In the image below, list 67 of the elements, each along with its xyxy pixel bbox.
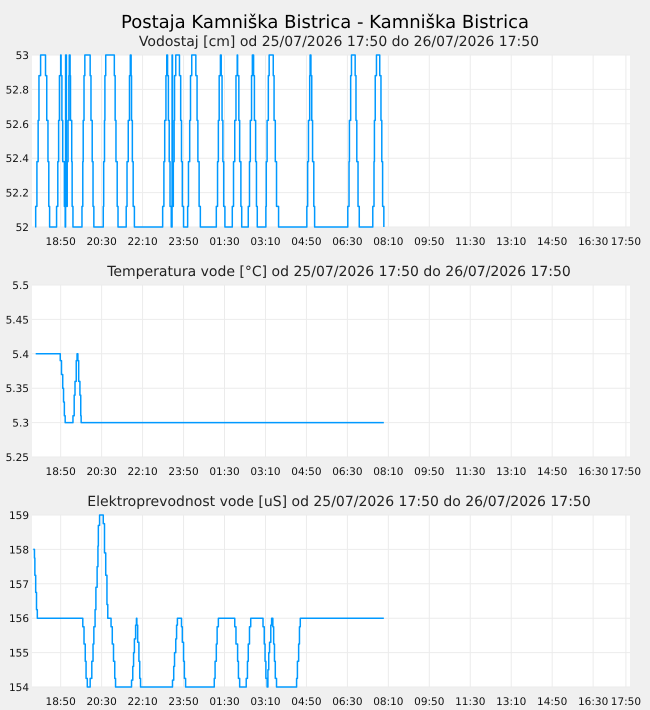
x-tick-label: 11:30 bbox=[455, 696, 486, 708]
x-tick-label: 06:30 bbox=[332, 466, 363, 478]
chart-title: Postaja Kamniška Bistrica - Kamniška Bistrica bbox=[120, 12, 530, 33]
y-tick-label: 156 bbox=[8, 613, 30, 626]
x-tick-label: 08:10 bbox=[373, 466, 404, 478]
x-tick-label: 22:10 bbox=[127, 236, 158, 248]
x-tick-label: 20:30 bbox=[86, 236, 117, 248]
x-tick-label: 06:30 bbox=[332, 696, 363, 708]
x-tick-label: 17:50 bbox=[610, 696, 642, 708]
x-tick-label: 01:30 bbox=[209, 236, 240, 248]
x-tick-label: 16:30 bbox=[578, 236, 608, 248]
x-tick-label: 11:30 bbox=[455, 236, 486, 248]
y-tick-label: 5.25 bbox=[6, 452, 29, 464]
x-tick-label: 18:50 bbox=[46, 236, 76, 248]
x-tick-label: 03:10 bbox=[250, 466, 281, 478]
x-tick-label: 22:10 bbox=[127, 466, 158, 478]
chart-subtitle: Vodostaj [cm] od 25/07/2026 17:50 do 26/07/2026 17:50 bbox=[138, 34, 540, 50]
chart-title: Temperatura vode [°C] od 25/07/2026 17:50 do 26/07/2026 17:50 bbox=[106, 264, 571, 280]
x-tick-label: 14:50 bbox=[537, 466, 568, 478]
chart-title: Elektroprevodnost vode [uS] od 25/07/2026 17:50 do 26/07/2026 17:50 bbox=[87, 494, 591, 510]
x-tick-label: 17:50 bbox=[610, 236, 642, 248]
x-tick-label: 06:30 bbox=[332, 236, 363, 248]
x-tick-label: 04:50 bbox=[291, 696, 322, 708]
x-tick-label: 13:10 bbox=[496, 696, 526, 708]
x-tick-label: 16:30 bbox=[578, 466, 608, 478]
x-tick-label: 09:50 bbox=[414, 466, 444, 478]
y-tick-label: 5.45 bbox=[6, 314, 29, 326]
x-tick-label: 23:50 bbox=[168, 236, 199, 248]
x-tick-label: 08:10 bbox=[373, 696, 404, 708]
y-tick-label: 53 bbox=[16, 50, 29, 62]
y-tick-label: 52.8 bbox=[6, 84, 29, 96]
y-tick-label: 154 bbox=[8, 682, 30, 694]
x-tick-label: 14:50 bbox=[537, 696, 568, 708]
x-tick-label: 13:10 bbox=[496, 236, 526, 248]
x-tick-label: 23:50 bbox=[168, 466, 199, 478]
x-tick-label: 11:30 bbox=[455, 466, 486, 478]
y-tick-label: 5.5 bbox=[12, 280, 29, 292]
x-tick-label: 20:30 bbox=[86, 696, 117, 708]
x-tick-label: 22:10 bbox=[127, 696, 158, 708]
x-tick-label: 16:30 bbox=[578, 696, 608, 708]
y-tick-label: 52.6 bbox=[6, 118, 30, 131]
x-tick-label: 03:10 bbox=[250, 696, 281, 708]
x-tick-label: 17:50 bbox=[610, 466, 642, 478]
x-tick-label: 18:50 bbox=[46, 466, 76, 478]
y-tick-label: 158 bbox=[8, 544, 29, 556]
x-tick-label: 01:30 bbox=[209, 466, 240, 478]
y-tick-label: 5.3 bbox=[12, 418, 29, 430]
y-tick-label: 52 bbox=[16, 222, 29, 234]
y-tick-label: 159 bbox=[8, 510, 29, 522]
y-tick-label: 157 bbox=[8, 578, 29, 591]
y-tick-label: 52.2 bbox=[6, 188, 29, 200]
x-tick-label: 08:10 bbox=[373, 236, 404, 248]
x-tick-label: 03:10 bbox=[250, 236, 281, 248]
x-tick-label: 01:30 bbox=[209, 696, 240, 708]
y-tick-label: 52.4 bbox=[6, 153, 30, 166]
x-tick-label: 04:50 bbox=[291, 466, 322, 478]
x-tick-label: 14:50 bbox=[537, 236, 568, 248]
x-tick-label: 20:30 bbox=[86, 466, 117, 478]
x-tick-label: 09:50 bbox=[414, 236, 444, 248]
y-tick-label: 5.35 bbox=[6, 383, 29, 396]
y-tick-label: 5.4 bbox=[12, 348, 30, 361]
x-tick-label: 09:50 bbox=[414, 696, 444, 708]
y-tick-label: 155 bbox=[8, 648, 29, 660]
x-tick-label: 13:10 bbox=[496, 466, 526, 478]
x-tick-label: 23:50 bbox=[168, 696, 199, 708]
x-tick-label: 04:50 bbox=[291, 236, 322, 248]
x-tick-label: 18:50 bbox=[46, 696, 76, 708]
